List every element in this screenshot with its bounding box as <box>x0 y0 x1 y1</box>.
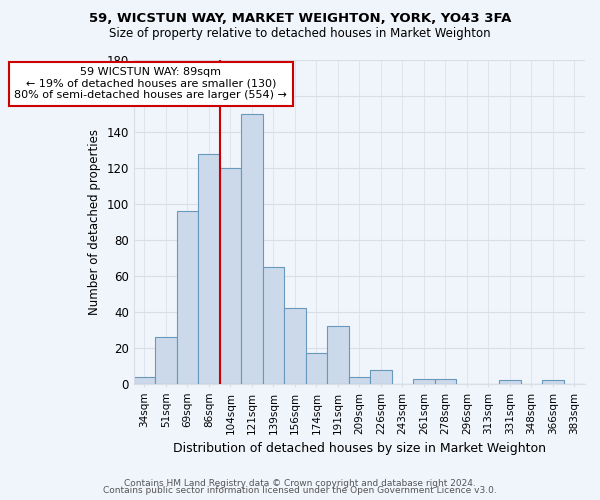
Bar <box>434 378 456 384</box>
Bar <box>220 168 241 384</box>
X-axis label: Distribution of detached houses by size in Market Weighton: Distribution of detached houses by size … <box>173 442 546 455</box>
Bar <box>263 267 284 384</box>
Y-axis label: Number of detached properties: Number of detached properties <box>88 129 101 315</box>
Bar <box>198 154 220 384</box>
Bar <box>542 380 563 384</box>
Text: Contains HM Land Registry data © Crown copyright and database right 2024.: Contains HM Land Registry data © Crown c… <box>124 478 476 488</box>
Bar <box>349 376 370 384</box>
Bar <box>155 337 177 384</box>
Bar <box>177 211 198 384</box>
Text: Contains public sector information licensed under the Open Government Licence v3: Contains public sector information licen… <box>103 486 497 495</box>
Bar <box>499 380 521 384</box>
Bar <box>305 354 327 384</box>
Text: Size of property relative to detached houses in Market Weighton: Size of property relative to detached ho… <box>109 28 491 40</box>
Bar <box>134 376 155 384</box>
Bar <box>413 378 434 384</box>
Bar <box>327 326 349 384</box>
Bar <box>284 308 305 384</box>
Text: 59 WICSTUN WAY: 89sqm
← 19% of detached houses are smaller (130)
80% of semi-det: 59 WICSTUN WAY: 89sqm ← 19% of detached … <box>14 67 287 100</box>
Bar <box>241 114 263 384</box>
Text: 59, WICSTUN WAY, MARKET WEIGHTON, YORK, YO43 3FA: 59, WICSTUN WAY, MARKET WEIGHTON, YORK, … <box>89 12 511 26</box>
Bar <box>370 370 392 384</box>
